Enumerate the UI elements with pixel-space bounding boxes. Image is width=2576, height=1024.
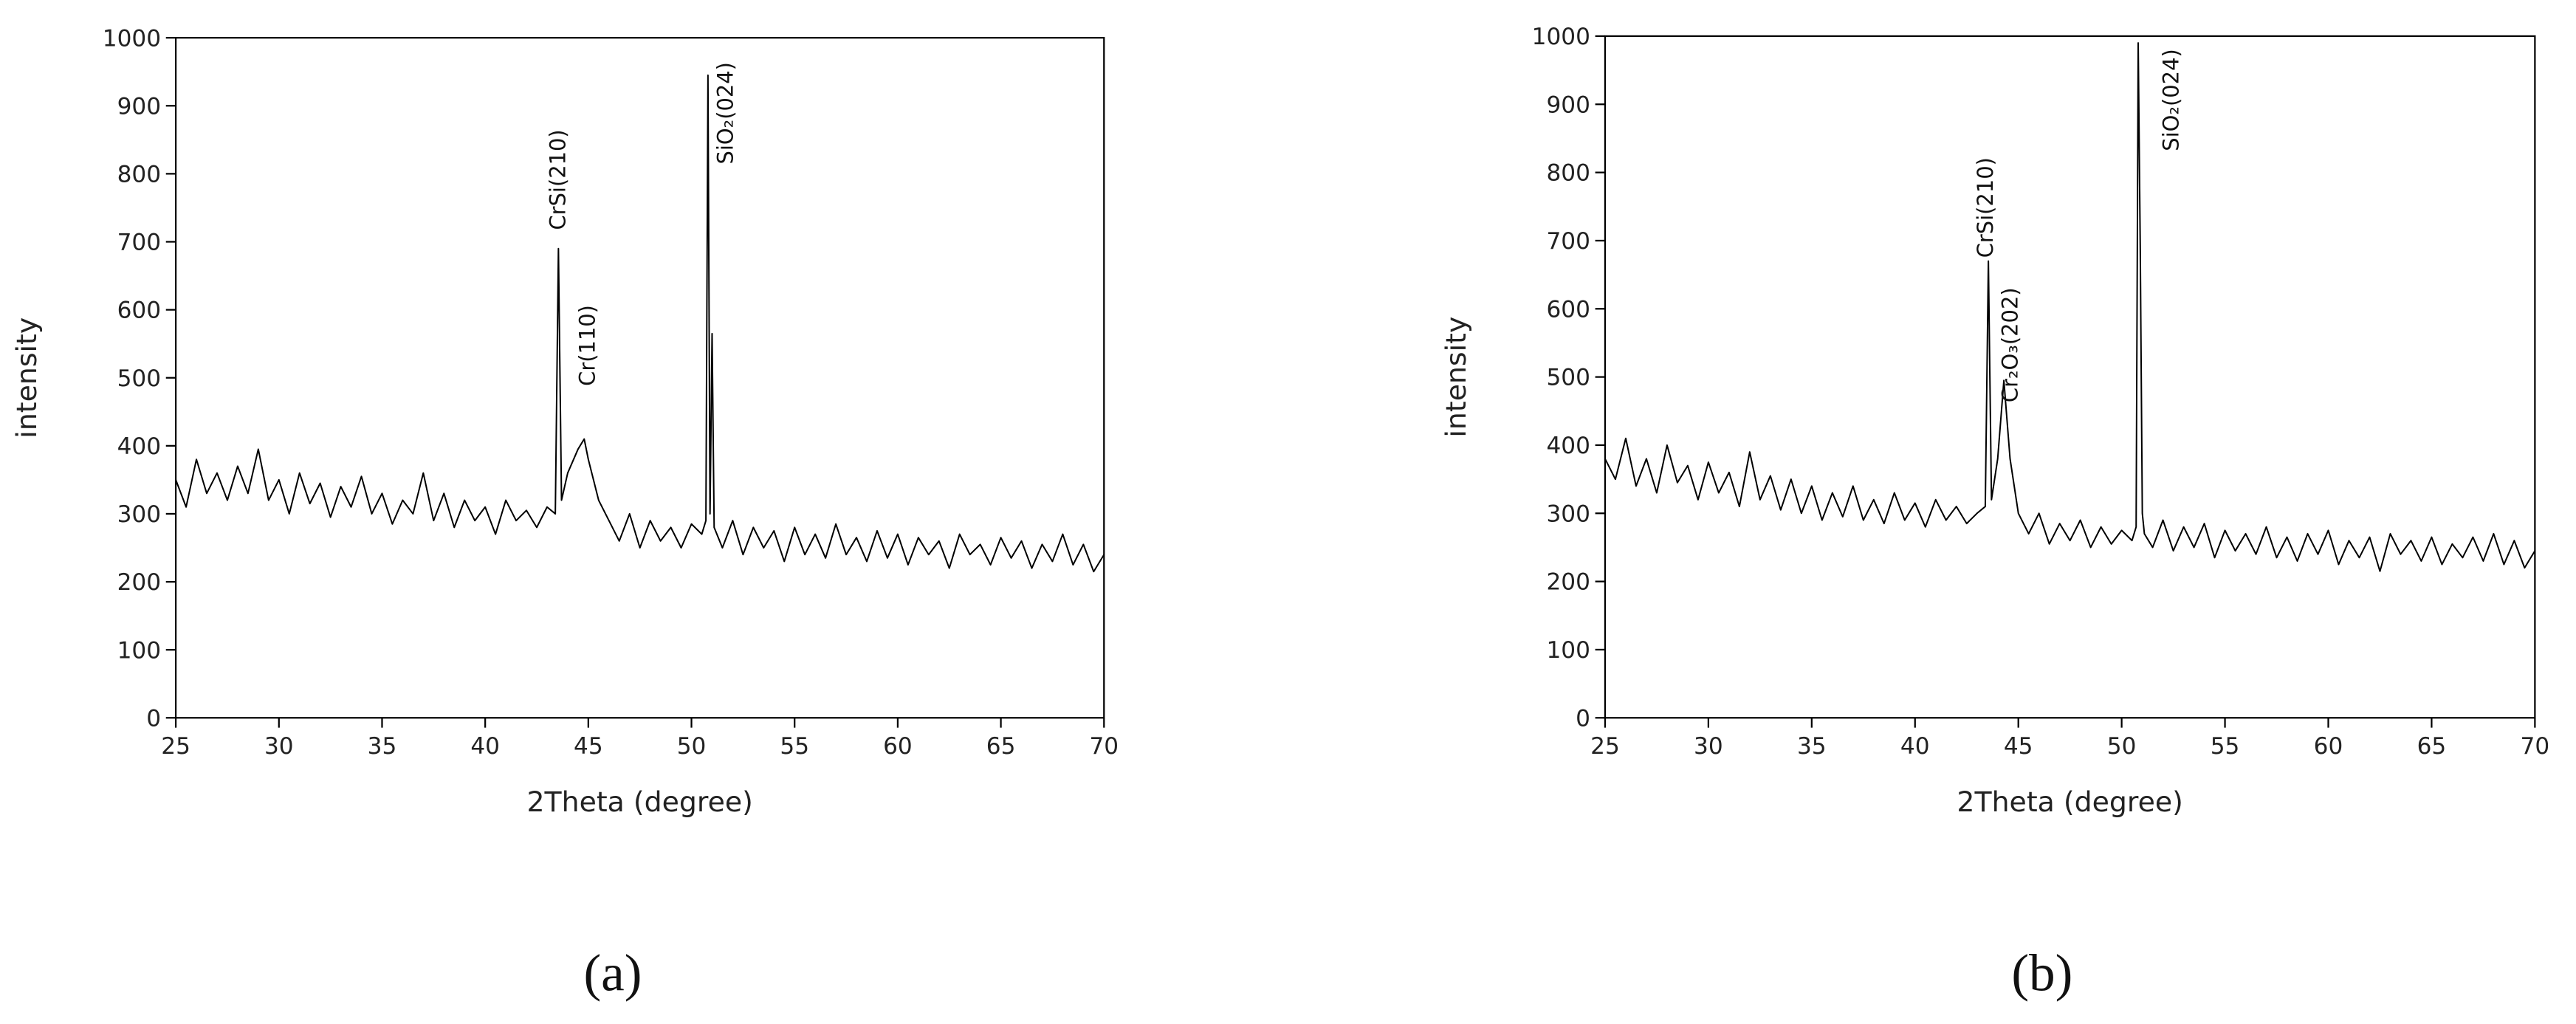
peak-annotation: SiO₂(024): [712, 62, 738, 164]
peak-annotation: CrSi(210): [545, 129, 570, 230]
y-tick-label: 600: [1546, 296, 1590, 323]
y-tick-label: 1000: [1532, 24, 1590, 50]
x-tick-label: 40: [470, 733, 500, 760]
x-tick-label: 45: [2004, 733, 2033, 760]
x-tick-label: 30: [1694, 733, 1723, 760]
y-tick-label: 700: [1546, 228, 1590, 255]
y-tick-label: 800: [117, 162, 161, 188]
x-tick-label: 30: [264, 733, 294, 760]
y-tick-label: 100: [1546, 637, 1590, 664]
panel-label: (b): [2011, 945, 2072, 1003]
x-tick-label: 70: [1089, 733, 1119, 760]
x-axis-title: 2Theta (degree): [1957, 786, 2182, 818]
x-tick-label: 25: [1590, 733, 1620, 760]
panel-label: (a): [583, 945, 642, 1003]
y-tick-label: 300: [117, 501, 161, 528]
y-tick-label: 400: [1546, 433, 1590, 459]
x-tick-label: 50: [2107, 733, 2137, 760]
peak-annotation: SiO₂(024): [2159, 49, 2184, 151]
y-tick-label: 100: [117, 637, 161, 664]
x-tick-label: 40: [1900, 733, 1930, 760]
y-tick-label: 0: [1576, 705, 1590, 732]
plot-frame: [174, 37, 1105, 719]
data-line: [175, 74, 1105, 573]
y-tick-label: 200: [117, 569, 161, 596]
chart-panel: 0 100 200 300 400 500 600 700 800 900 1000 25 30 35 40…: [1440, 24, 2549, 1003]
x-tick-label: 55: [780, 733, 809, 760]
plot-frame: [1604, 35, 2536, 719]
x-tick-label: 50: [677, 733, 707, 760]
y-tick-label: 800: [1546, 160, 1590, 187]
y-axis-title: intensity: [10, 317, 43, 439]
x-tick-label: 65: [2417, 733, 2447, 760]
x-tick-label: 60: [883, 733, 913, 760]
y-tick-label: 0: [146, 705, 161, 732]
y-tick-label: 900: [117, 93, 161, 120]
y-tick-label: 300: [1546, 501, 1590, 527]
y-tick-label: 500: [117, 365, 161, 392]
x-tick-label: 45: [574, 733, 603, 760]
y-tick-label: 700: [117, 230, 161, 256]
x-tick-label: 65: [986, 733, 1016, 760]
y-axis-title: intensity: [1440, 317, 1472, 438]
x-tick-label: 70: [2521, 733, 2550, 760]
y-tick-label: 500: [1546, 365, 1590, 391]
x-tick-label: 60: [2314, 733, 2343, 760]
x-tick-label: 55: [2211, 733, 2240, 760]
x-tick-label: 35: [1797, 733, 1827, 760]
y-tick-label: 400: [117, 433, 161, 460]
peak-annotation: Cr₂O₃(202): [1997, 287, 2022, 402]
x-tick-label: 25: [161, 733, 190, 760]
y-tick-label: 1000: [103, 25, 161, 52]
data-line: [1604, 42, 2536, 572]
y-tick-label: 600: [117, 298, 161, 324]
chart-panel: 0 100 200 300 400 500 600 700 800 900 1000 25 30 35 40…: [10, 25, 1119, 1002]
peak-annotation: Cr(110): [574, 305, 600, 386]
y-tick-label: 900: [1546, 92, 1590, 118]
x-tick-label: 35: [368, 733, 397, 760]
peak-annotation: CrSi(210): [1973, 157, 1998, 258]
x-axis-title: 2Theta (degree): [526, 786, 752, 818]
y-tick-label: 200: [1546, 569, 1590, 596]
